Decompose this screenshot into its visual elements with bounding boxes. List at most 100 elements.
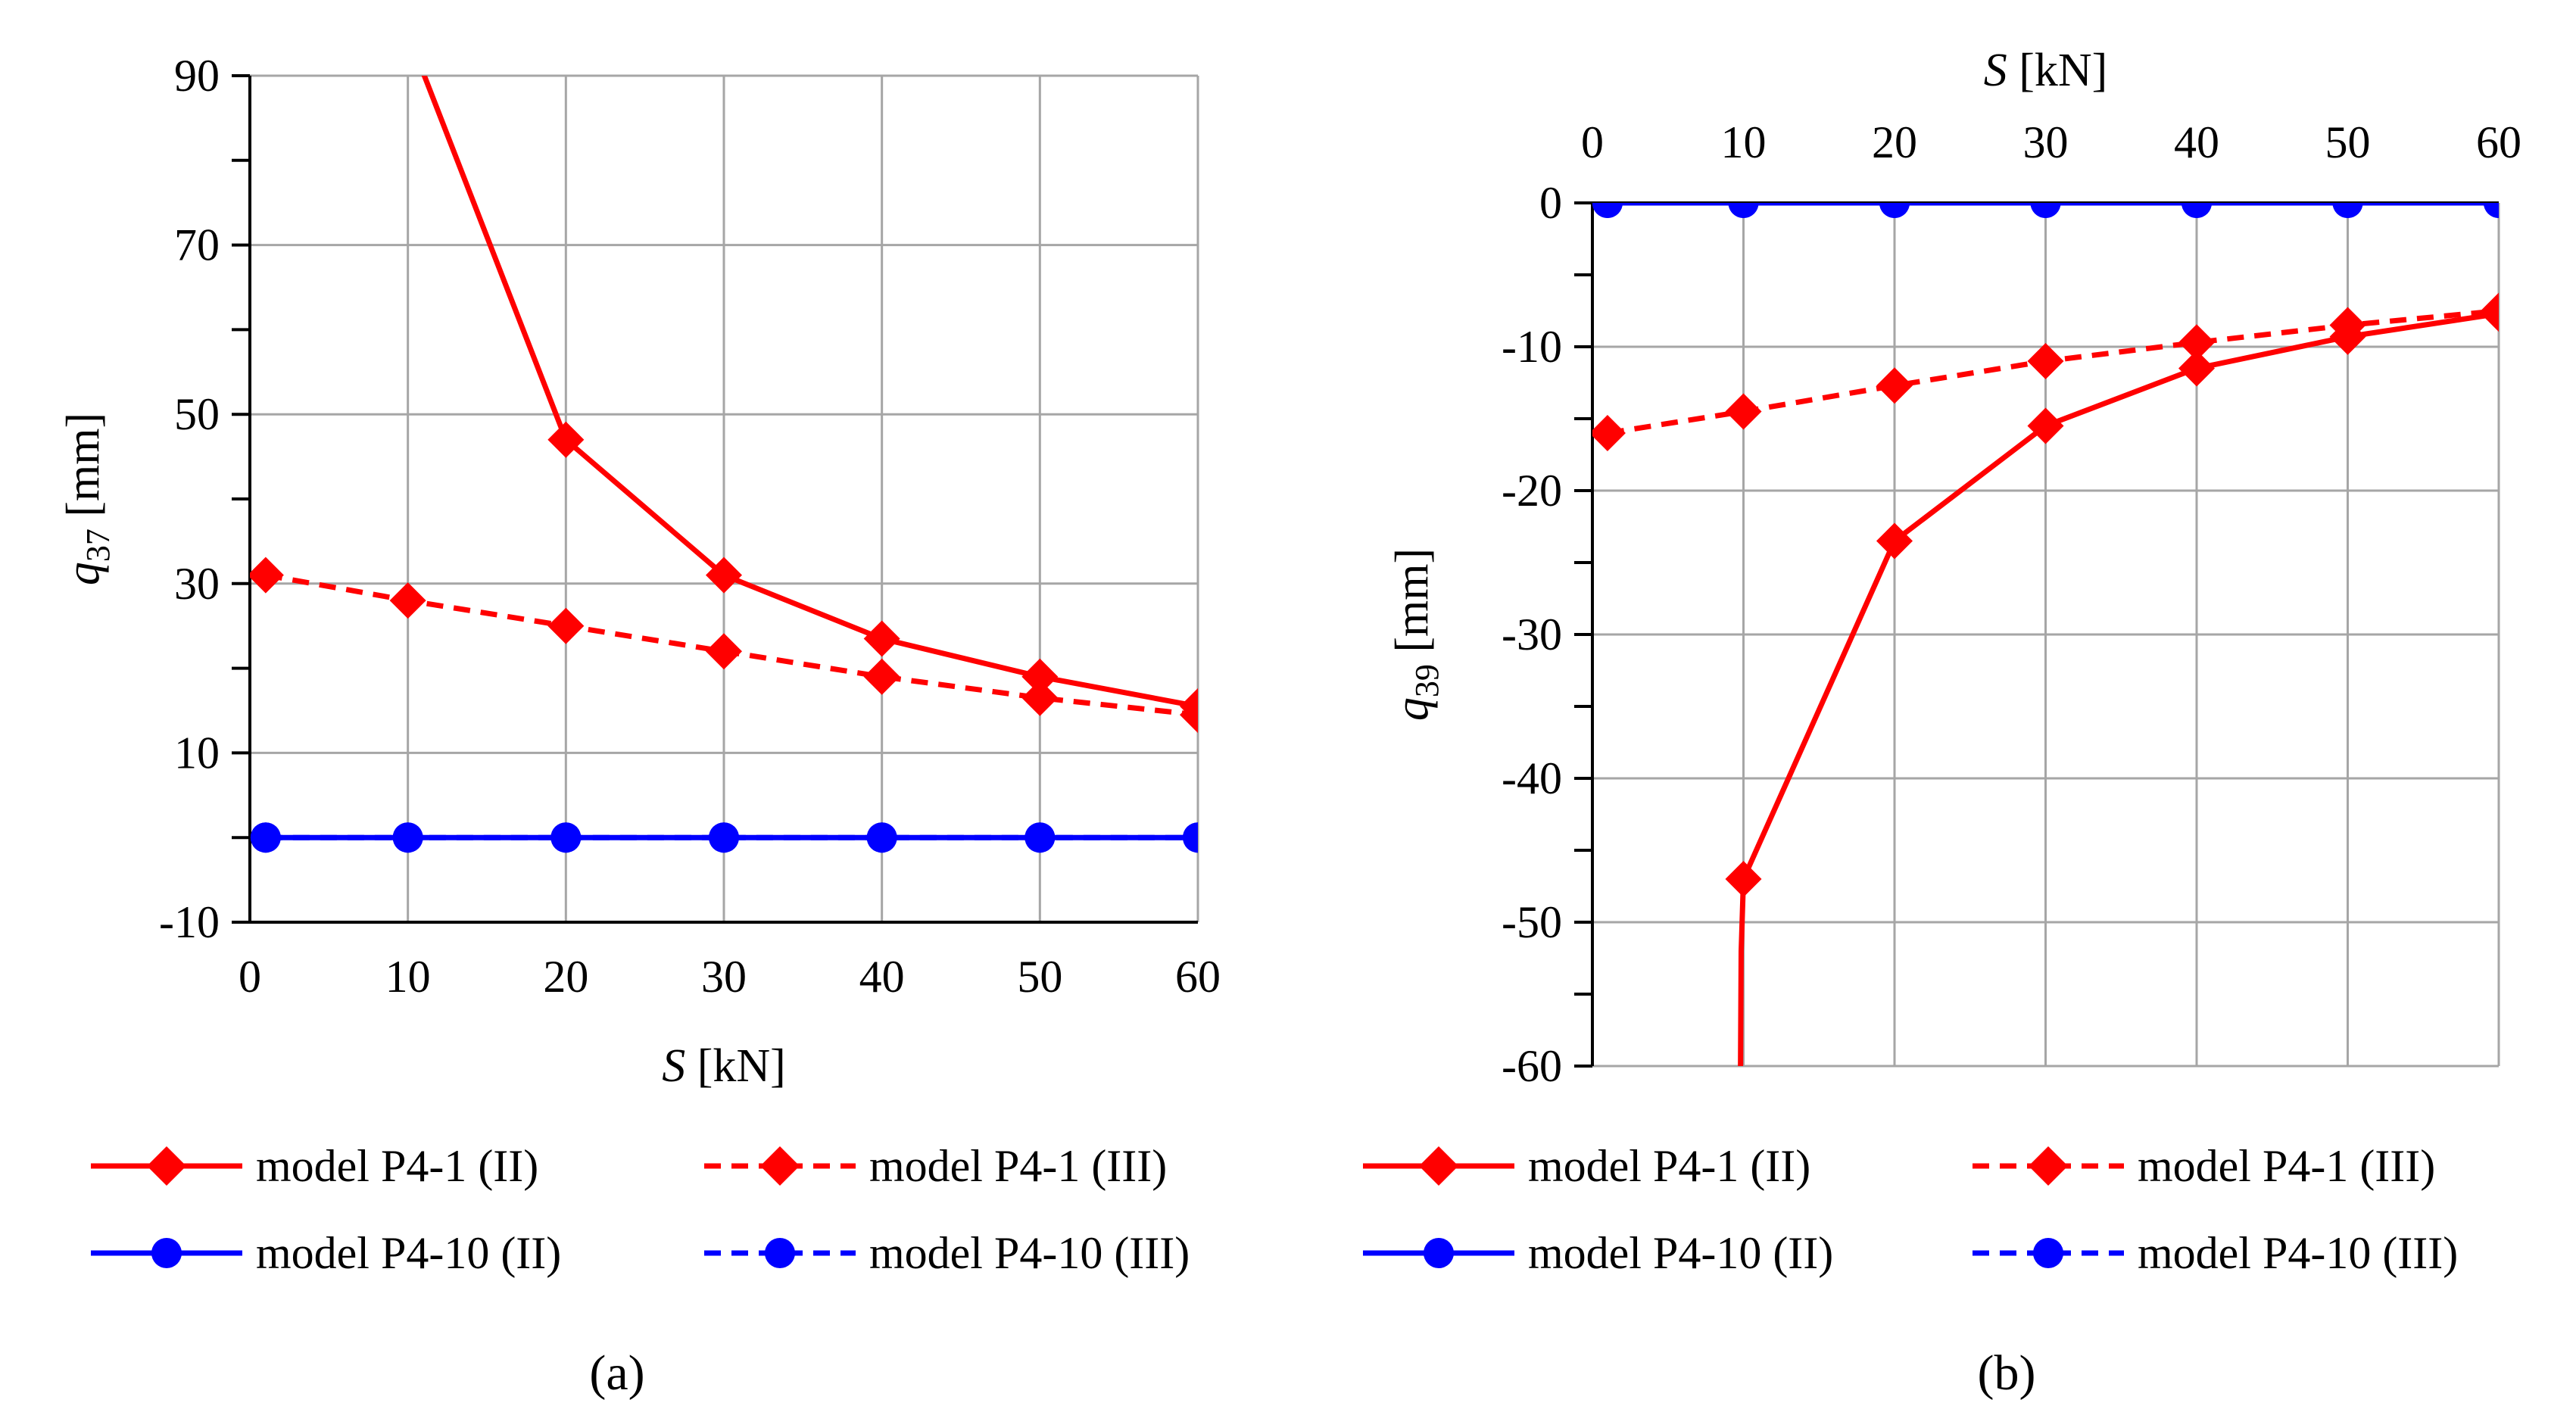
data-point bbox=[1728, 203, 1759, 218]
y-axis-label-sub: 39 bbox=[1408, 664, 1445, 697]
y-axis-label-unit: [mm] bbox=[58, 413, 109, 528]
x-tick-label: 50 bbox=[1017, 952, 1062, 1002]
data-point bbox=[2481, 292, 2499, 329]
legend-marker bbox=[760, 1146, 800, 1186]
x-tick-label: 60 bbox=[1175, 952, 1221, 1002]
legend-marker bbox=[1424, 1238, 1454, 1268]
series-4 bbox=[1592, 203, 2499, 218]
series-1 bbox=[421, 76, 1198, 725]
y-tick-label: -20 bbox=[1502, 466, 1562, 516]
chart-panel-a: -10 10 30 50 70 90 0 10 20 30 40 50 60 S [kN] q37 [mm]… bbox=[58, 51, 1221, 1401]
data-point bbox=[1021, 658, 1059, 695]
legend-item: model P4-1 (III) bbox=[704, 1141, 1167, 1191]
y-axis-label: q37 [mm] bbox=[58, 413, 117, 585]
y-axis-label-var: q bbox=[1386, 697, 1438, 721]
data-point bbox=[547, 421, 585, 458]
data-point bbox=[1021, 679, 1059, 716]
data-point bbox=[1725, 393, 1762, 430]
data-point bbox=[1592, 203, 1623, 218]
series-1 bbox=[1725, 295, 2499, 1066]
data-point bbox=[709, 822, 739, 853]
panel-label: (a) bbox=[589, 1345, 644, 1401]
data-point bbox=[392, 822, 423, 853]
x-tick-label: 40 bbox=[2174, 117, 2219, 167]
legend-item: model P4-10 (II) bbox=[1363, 1228, 1833, 1278]
legend: model P4-1 (II) model P4-1 (III) model P4-… bbox=[1363, 1141, 2458, 1278]
x-axis-label-unit: [kN] bbox=[2007, 45, 2108, 96]
y-tick-label: -50 bbox=[1502, 897, 1562, 947]
y-axis-label-sub: 37 bbox=[80, 528, 117, 562]
data-point bbox=[1183, 822, 1198, 853]
data-point bbox=[863, 658, 900, 695]
axes bbox=[232, 74, 1198, 924]
y-tick-label: 50 bbox=[174, 389, 220, 439]
y-tick-label: -30 bbox=[1502, 609, 1562, 659]
data-point bbox=[389, 582, 426, 619]
y-tick-label: -10 bbox=[1502, 322, 1562, 372]
y-tick-label: 90 bbox=[174, 51, 220, 101]
x-tick-label: 10 bbox=[1721, 117, 1767, 167]
data-point bbox=[1180, 697, 1198, 734]
legend-label: model P4-10 (II) bbox=[1528, 1228, 1833, 1278]
x-tick-label: 30 bbox=[701, 952, 747, 1002]
data-point bbox=[547, 607, 585, 644]
series-2 bbox=[1592, 292, 2499, 451]
legend-item: model P4-10 (II) bbox=[91, 1228, 561, 1278]
legend-label: model P4-1 (III) bbox=[869, 1141, 1167, 1191]
series-line bbox=[421, 76, 1198, 709]
y-axis-label-var: q bbox=[58, 562, 109, 585]
x-tick-label: 0 bbox=[1581, 117, 1604, 167]
x-tick-label: 50 bbox=[2325, 117, 2371, 167]
x-tick-label: 40 bbox=[859, 952, 905, 1002]
legend-item: model P4-10 (III) bbox=[1973, 1228, 2458, 1278]
x-tick-label: 30 bbox=[2023, 117, 2069, 167]
data-point bbox=[1879, 203, 1910, 218]
y-tick-label: 10 bbox=[174, 728, 220, 778]
y-tick-label: 30 bbox=[174, 559, 220, 609]
legend-label: model P4-1 (II) bbox=[1528, 1141, 1810, 1191]
legend-item: model P4-1 (III) bbox=[1973, 1141, 2435, 1191]
x-axis-label-var: S bbox=[1984, 45, 2007, 96]
data-point bbox=[706, 633, 742, 670]
chart-panel-b: 0 -10 -20 -30 -40 -50 -60 0 10 20 30 40 50 60 S [kN] q3… bbox=[1363, 45, 2521, 1401]
legend-marker bbox=[147, 1146, 186, 1186]
legend-label: model P4-1 (II) bbox=[256, 1141, 538, 1191]
series-2 bbox=[250, 556, 1198, 734]
x-tick-label: 0 bbox=[239, 952, 261, 1002]
y-tick-label: -10 bbox=[159, 897, 220, 947]
legend-marker bbox=[1419, 1146, 1458, 1186]
x-axis-label-unit: [kN] bbox=[685, 1040, 786, 1092]
data-point bbox=[1876, 367, 1913, 404]
data-point bbox=[2332, 203, 2363, 218]
x-axis-label: S [kN] bbox=[1984, 45, 2108, 96]
data-point bbox=[2178, 350, 2215, 387]
series-4 bbox=[250, 822, 1198, 853]
data-point bbox=[2181, 203, 2212, 218]
data-point bbox=[866, 822, 897, 853]
data-point bbox=[2178, 324, 2215, 361]
y-axis-label-unit: [mm] bbox=[1386, 548, 1438, 664]
legend-label: model P4-10 (III) bbox=[869, 1228, 1190, 1278]
legend-item: model P4-10 (III) bbox=[704, 1228, 1190, 1278]
y-tick-label: 70 bbox=[174, 220, 220, 270]
y-tick-label: 0 bbox=[1539, 178, 1562, 228]
y-tick-label: -60 bbox=[1502, 1041, 1562, 1091]
data-point bbox=[250, 556, 284, 594]
data-point bbox=[2484, 203, 2499, 218]
legend-label: model P4-1 (III) bbox=[2138, 1141, 2435, 1191]
legend-marker bbox=[2033, 1238, 2063, 1268]
legend-marker bbox=[2029, 1146, 2068, 1186]
legend-item: model P4-1 (II) bbox=[1363, 1141, 1810, 1191]
panel-label: (b) bbox=[1978, 1345, 2036, 1401]
data-point bbox=[1876, 522, 1913, 560]
legend-marker bbox=[151, 1238, 182, 1268]
x-tick-label: 20 bbox=[543, 952, 588, 1002]
data-point bbox=[2030, 203, 2061, 218]
legend: model P4-1 (II) model P4-1 (III) model P4-… bbox=[91, 1141, 1190, 1278]
x-tick-label: 60 bbox=[2476, 117, 2521, 167]
data-point bbox=[1725, 861, 1762, 897]
data-point bbox=[250, 822, 281, 853]
gridlines bbox=[250, 74, 1199, 924]
x-tick-label: 10 bbox=[385, 952, 431, 1002]
